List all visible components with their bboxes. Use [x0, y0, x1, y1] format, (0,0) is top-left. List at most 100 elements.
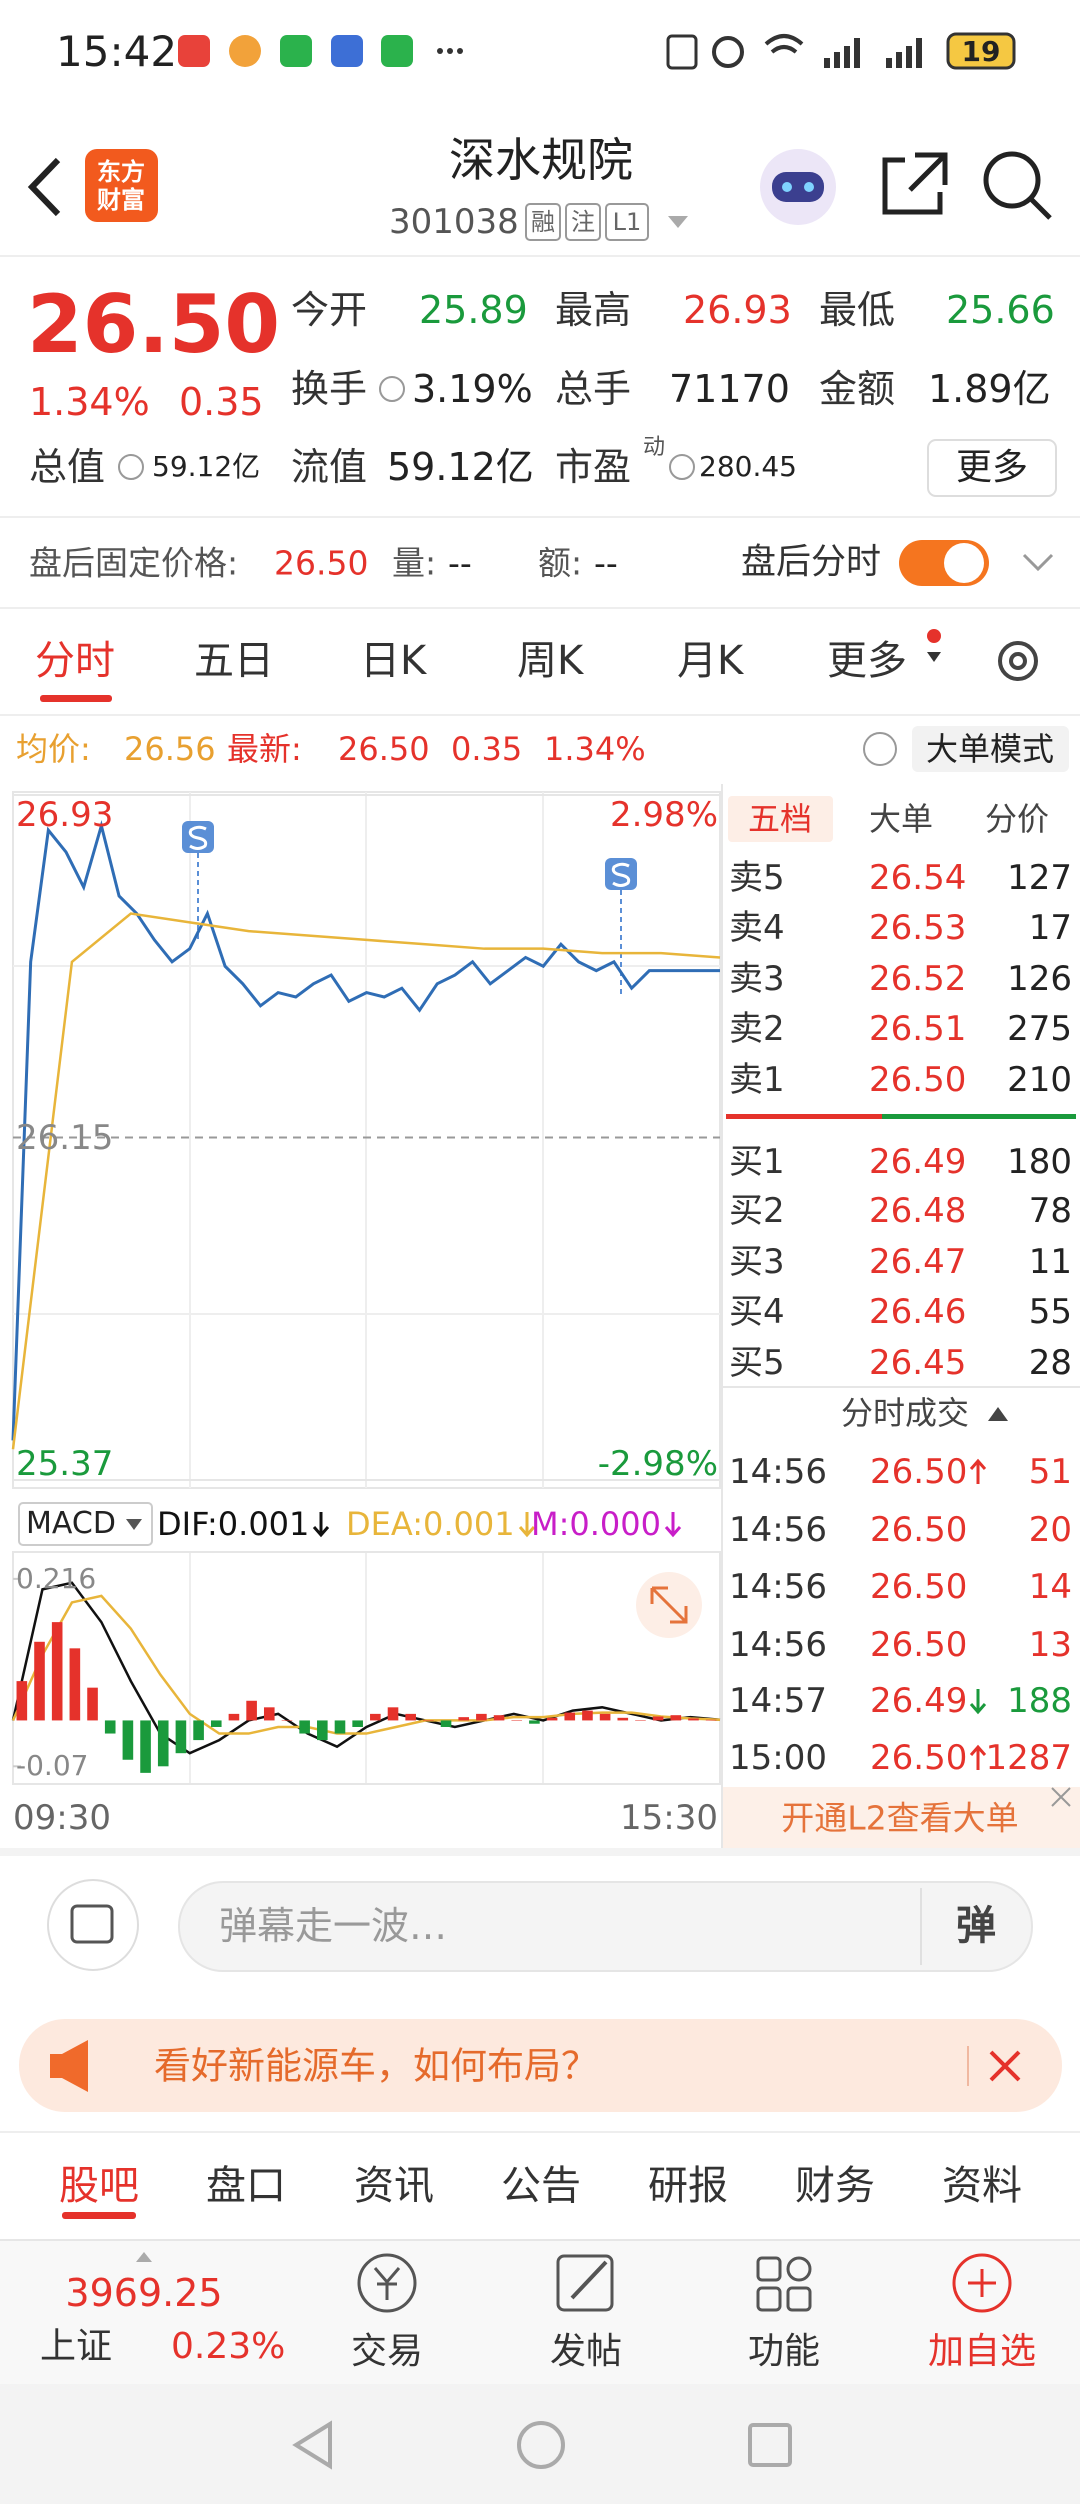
stat-label: 总手 — [555, 367, 632, 411]
trade-price: 26.50 — [870, 1567, 968, 1607]
stat-value: 1.89亿 — [928, 367, 1051, 411]
trade-volume: 188 — [1007, 1681, 1072, 1721]
comment-input[interactable] — [178, 1881, 1033, 1972]
macd-bar — [281, 1720, 293, 1721]
section-tab[interactable]: 公告 — [501, 2163, 581, 2209]
nav-back[interactable] — [292, 2420, 332, 2470]
tab[interactable]: 日K — [360, 638, 427, 684]
comment-settings[interactable] — [47, 1879, 139, 1971]
tab[interactable]: 更多 — [827, 638, 907, 684]
book-price: 26.51 — [869, 1009, 967, 1049]
section-tab[interactable]: 股吧 — [59, 2163, 139, 2209]
last-label: 最新: — [227, 730, 302, 768]
macd-bar — [16, 1681, 28, 1721]
logo-text: 财富 — [97, 186, 145, 214]
macd-bar — [317, 1720, 328, 1741]
x-tick-label: 15:30 — [620, 1798, 718, 1838]
share-button[interactable] — [882, 152, 948, 215]
section-tab[interactable]: 盘口 — [206, 2163, 286, 2209]
ad-banner[interactable] — [19, 2019, 1062, 2112]
action-label[interactable]: 发帖 — [549, 2331, 623, 2372]
more-button[interactable] — [927, 439, 1057, 497]
nav-home[interactable] — [517, 2421, 565, 2469]
tab[interactable]: 分时 — [35, 638, 115, 684]
book-price: 26.54 — [869, 858, 967, 898]
section-tab[interactable]: 资料 — [942, 2163, 1022, 2209]
tab[interactable]: 月K — [677, 638, 744, 684]
watchlist-icon[interactable] — [952, 2253, 1012, 2313]
macd-bar — [104, 1720, 116, 1734]
book-volume: 78 — [1028, 1191, 1072, 1231]
search-button[interactable] — [983, 151, 1041, 209]
section-tab[interactable]: 资讯 — [354, 2163, 434, 2209]
tab[interactable]: 周K — [517, 638, 584, 684]
tab[interactable]: 五日 — [194, 638, 274, 684]
l2-close[interactable] — [1051, 1787, 1071, 1807]
app-icon — [331, 35, 363, 67]
l2-banner-bg[interactable] — [723, 1787, 1080, 1848]
help-icon[interactable] — [863, 732, 897, 766]
section-tab[interactable]: 研报 — [648, 2163, 728, 2209]
trade-price: 26.50 — [870, 1452, 968, 1492]
comment-button: 弹 — [956, 1903, 996, 1949]
book-volume: 55 — [1028, 1292, 1072, 1332]
settings-button[interactable] — [998, 641, 1038, 681]
index-name: 上证 — [40, 2326, 113, 2367]
divider — [0, 714, 1080, 716]
after-hours-value: -- — [448, 543, 472, 583]
expand-chevron[interactable] — [1022, 553, 1054, 572]
action-label[interactable]: 交易 — [350, 2331, 424, 2372]
legend-entry: DIF:0.001 — [157, 1505, 310, 1543]
trade-time: 14:56 — [729, 1567, 827, 1607]
book-price: 26.49 — [869, 1142, 967, 1182]
book-volume: 11 — [1028, 1242, 1072, 1282]
macd-bar — [140, 1720, 151, 1773]
ad-text: 看好新能源车，如何布局？ — [154, 2044, 598, 2088]
book-tab[interactable]: 分价 — [984, 800, 1050, 838]
action-label[interactable]: 功能 — [747, 2331, 821, 2372]
book-volume: 210 — [1007, 1060, 1072, 1100]
section-tab[interactable]: 财务 — [795, 2163, 875, 2209]
macd-bar — [511, 1720, 523, 1721]
stat-label: 最低 — [819, 288, 896, 332]
book-tab[interactable]: 五档 — [747, 800, 813, 838]
megaphone-icon — [50, 2040, 88, 2092]
mode-button[interactable] — [912, 726, 1069, 772]
stat-value: 59.12亿 — [387, 445, 534, 489]
trade-icon[interactable] — [357, 2253, 417, 2313]
y-tick-label: 26.93 — [16, 795, 114, 835]
macd-line — [11, 1581, 721, 1755]
ad-close[interactable] — [989, 2050, 1021, 2082]
action-label[interactable]: 加自选 — [927, 2331, 1037, 2372]
section-tab-underline — [62, 2212, 136, 2219]
tab-underline — [40, 695, 112, 702]
more-button-label: 更多 — [955, 447, 1029, 488]
stat-label: 换手 — [291, 367, 368, 411]
macd-bar — [405, 1713, 416, 1721]
divider — [0, 516, 1080, 518]
book-volume: 17 — [1028, 908, 1072, 948]
code-dropdown[interactable] — [668, 216, 688, 228]
logo — [85, 149, 158, 222]
macd-bar — [87, 1687, 98, 1721]
comment-placeholder: 弹幕走一波… — [219, 1904, 448, 1948]
post-icon[interactable] — [556, 2254, 614, 2312]
book-tab[interactable]: 大单 — [868, 800, 934, 838]
battery-icon — [946, 32, 1016, 70]
nav-recent[interactable] — [748, 2423, 792, 2467]
macd-bar — [635, 1720, 646, 1721]
stock-tag: 注 — [571, 208, 595, 236]
indicator-select[interactable] — [18, 1502, 153, 1546]
app-icon — [178, 35, 210, 67]
back-button[interactable] — [27, 157, 61, 217]
stat-value: 71170 — [669, 367, 790, 411]
book-price: 26.45 — [869, 1343, 967, 1383]
book-label: 卖1 — [729, 1060, 785, 1100]
function-icon[interactable] — [756, 2256, 812, 2312]
macd-bar — [564, 1712, 576, 1721]
stat-value: 280.45 — [699, 450, 797, 483]
divider — [0, 607, 1080, 609]
trade-glyph — [373, 2267, 401, 2300]
